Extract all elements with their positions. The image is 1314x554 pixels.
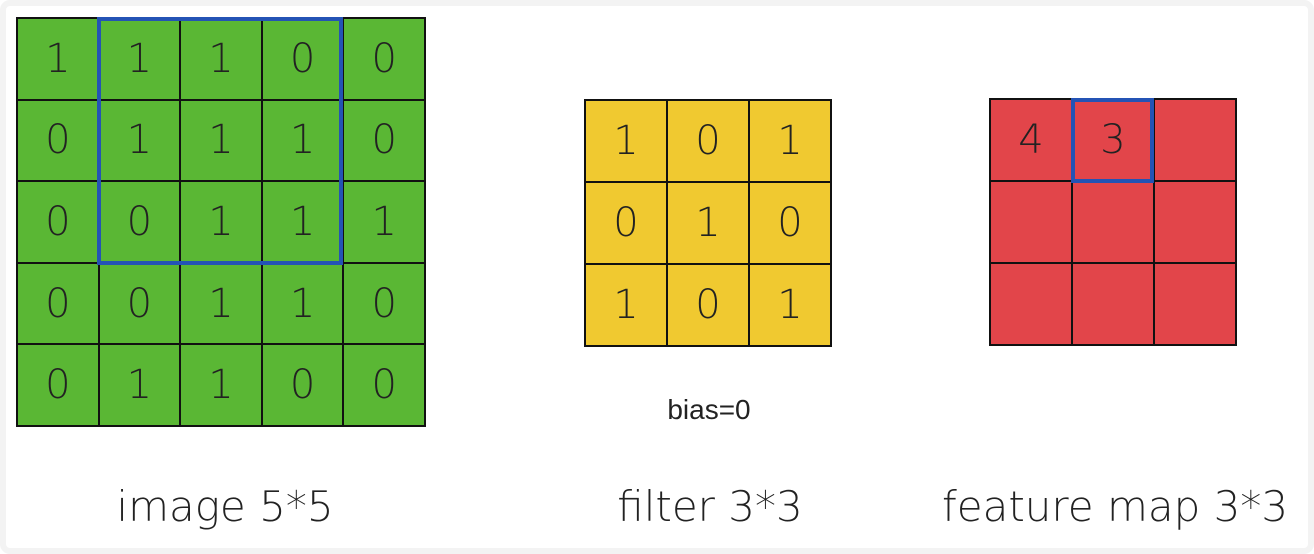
image-cell: 0: [99, 182, 180, 262]
filter-cell: 1: [750, 101, 830, 181]
image-cell: 1: [262, 100, 343, 181]
image-cell: 1: [99, 19, 180, 99]
image-cell: 0: [99, 263, 180, 344]
image-cell: 1: [99, 345, 180, 425]
image-cell: 0: [18, 345, 98, 425]
filter-cell: 1: [586, 101, 666, 181]
image-cell: 0: [344, 100, 424, 181]
filter-cell: 1: [586, 265, 666, 345]
feature-map-cell: 3: [1073, 100, 1153, 180]
image-cell: 1: [344, 182, 424, 262]
image-cell: 0: [344, 19, 424, 99]
feature-map-cell: [1155, 182, 1235, 262]
image-cell: 1: [99, 100, 180, 181]
feature-map-cell: [991, 182, 1071, 262]
image-cell: 1: [262, 182, 343, 262]
filter-cell: 1: [668, 183, 748, 263]
feature-map-cell: [991, 264, 1071, 344]
feature-map-cell: [1155, 264, 1235, 344]
image-cell: 1: [181, 100, 261, 181]
bias-label: bias=0: [667, 394, 751, 425]
filter-caption: filter 3*3: [617, 482, 803, 531]
image-caption: image 5*5: [116, 482, 334, 531]
filter-cell: 1: [750, 265, 830, 345]
image-cell: 1: [18, 19, 98, 99]
image-cell: 0: [344, 263, 424, 344]
feature-map-cell: 4: [991, 100, 1071, 180]
filter-cell: 0: [750, 183, 830, 263]
filter-cell: 0: [668, 101, 748, 181]
image-cell: 0: [262, 19, 343, 99]
image-cell: 0: [18, 100, 98, 181]
image-cell: 0: [18, 263, 98, 344]
image-cell: 1: [262, 263, 343, 344]
image-cell: 0: [262, 345, 343, 425]
feature-map-cell: [1073, 264, 1153, 344]
feature-map-cell: [1073, 182, 1153, 262]
image-cell: 0: [18, 182, 98, 262]
image-cell: 1: [181, 345, 261, 425]
filter-cell: 0: [586, 183, 666, 263]
feature-map-caption: feature map 3*3: [941, 482, 1289, 531]
filter-cell: 0: [668, 265, 748, 345]
image-cell: 1: [181, 263, 261, 344]
feature-map-cell: [1155, 100, 1235, 180]
image-cell: 0: [344, 345, 424, 425]
image-cell: 1: [181, 19, 261, 99]
image-cell: 1: [181, 182, 261, 262]
